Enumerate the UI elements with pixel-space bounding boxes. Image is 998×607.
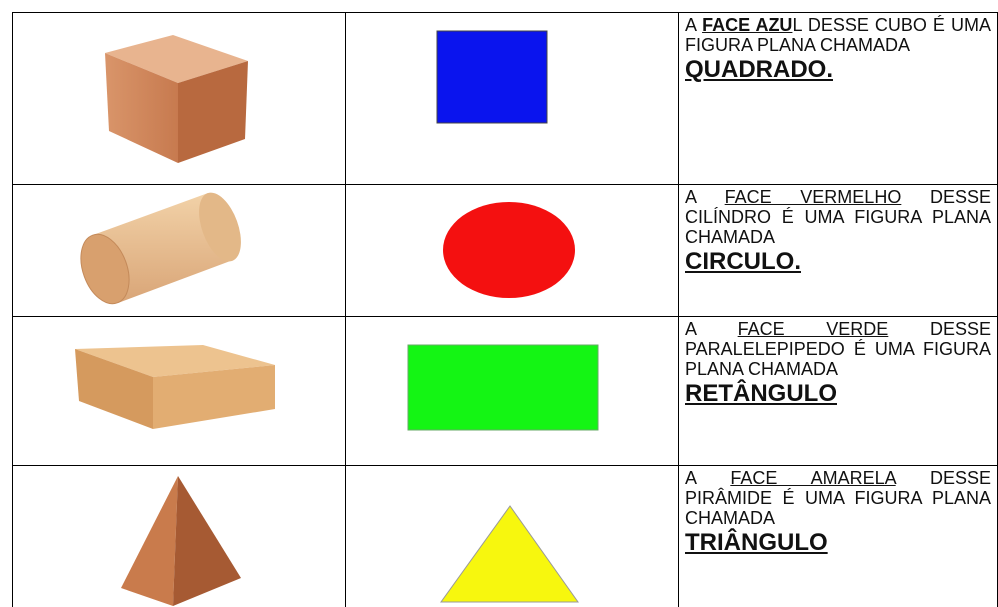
- cell: [13, 317, 346, 466]
- cell: [346, 13, 679, 185]
- box-image: [13, 317, 345, 465]
- cell: [13, 185, 346, 317]
- answer: TRIÂNGULO: [685, 528, 991, 558]
- triangle-image: [346, 466, 668, 607]
- cylinder-image: [13, 185, 345, 316]
- row: A FACE AMARELA DESSE PIRÂMIDE É UMA FIGU…: [13, 466, 998, 607]
- cell: [13, 13, 346, 185]
- text: A: [685, 15, 696, 35]
- cell: [346, 185, 679, 317]
- shapes-table: A FACE AZUL DESSE CUBO É UMA FIGURA PLAN…: [12, 12, 998, 607]
- highlight: FACE AZU: [702, 15, 792, 35]
- cell-text: A FACE VERMELHO DESSE CILÍNDRO É UMA FIG…: [679, 185, 998, 317]
- cell: [346, 466, 679, 607]
- rectangle-image: [346, 317, 668, 465]
- row: A FACE AZUL DESSE CUBO É UMA FIGURA PLAN…: [13, 13, 998, 185]
- text: A: [685, 319, 696, 339]
- answer: RETÂNGULO: [685, 379, 991, 409]
- row: A FACE VERMELHO DESSE CILÍNDRO É UMA FIG…: [13, 185, 998, 317]
- row: A FACE VERDE DESSE PARALELEPIPEDO É UMA …: [13, 317, 998, 466]
- cell-text: A FACE VERDE DESSE PARALELEPIPEDO É UMA …: [679, 317, 998, 466]
- cell: [13, 466, 346, 607]
- pyramid-image: [13, 466, 345, 607]
- text: A: [685, 468, 696, 488]
- cube-image: [13, 13, 345, 184]
- highlight: FACE VERMELHO: [725, 187, 902, 207]
- square-image: [346, 13, 668, 184]
- circle-image: [346, 185, 668, 316]
- cell-text: A FACE AMARELA DESSE PIRÂMIDE É UMA FIGU…: [679, 466, 998, 607]
- answer: CIRCULO.: [685, 247, 991, 277]
- answer: QUADRADO.: [685, 55, 991, 85]
- highlight: FACE AMARELA: [730, 468, 895, 488]
- cell: [346, 317, 679, 466]
- cell-text: A FACE AZUL DESSE CUBO É UMA FIGURA PLAN…: [679, 13, 998, 185]
- text: A: [685, 187, 696, 207]
- highlight: FACE VERDE: [738, 319, 889, 339]
